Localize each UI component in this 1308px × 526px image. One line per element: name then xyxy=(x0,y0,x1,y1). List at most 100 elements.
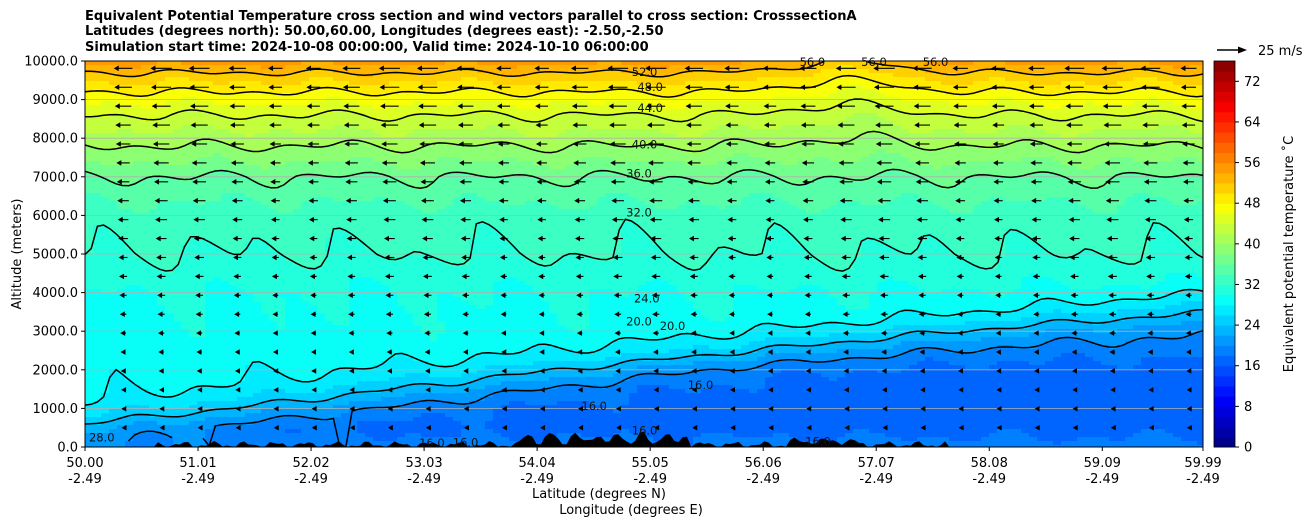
wind-vector-341 xyxy=(955,216,965,223)
wind-vector-305 xyxy=(688,235,699,242)
wind-vector-162 xyxy=(767,330,773,336)
colorbar-band-28 xyxy=(1214,152,1235,164)
wind-vector-104 xyxy=(767,368,773,374)
colorbar-tick-label-7: 56 xyxy=(1244,156,1261,171)
wind-vector-22 xyxy=(958,424,964,431)
wind-vector-32 xyxy=(235,405,241,412)
wind-vector-67 xyxy=(463,387,469,393)
wind-vector-235 xyxy=(233,273,242,280)
wind-vector-289 xyxy=(1184,254,1193,261)
wind-vector-146 xyxy=(157,330,165,336)
wind-vector-13 xyxy=(616,424,622,431)
wind-vector-156 xyxy=(539,330,545,336)
terrain xyxy=(85,431,1203,447)
wind-vector-534 xyxy=(571,84,588,91)
wind-vector-73 xyxy=(691,387,697,393)
wind-vector-35 xyxy=(349,405,355,412)
x-tick-label-lat-4: 54.04 xyxy=(519,456,556,471)
wind-vector-427 xyxy=(915,160,929,166)
colorbar-band-5 xyxy=(1214,386,1235,397)
wind-vector-74 xyxy=(729,387,735,393)
wind-vector-367 xyxy=(839,197,853,204)
colorbar-tick-label-6: 48 xyxy=(1244,197,1261,212)
wind-vector-336 xyxy=(765,216,775,223)
wind-vector-197 xyxy=(995,311,1001,318)
wind-vector-178 xyxy=(272,311,279,318)
x-tick-label-lon-8: -2.49 xyxy=(972,472,1006,487)
wind-vector-184 xyxy=(500,311,507,318)
wind-vector-371 xyxy=(993,197,1003,204)
wind-vector-228 xyxy=(1070,292,1079,299)
wind-vector-95 xyxy=(425,368,431,374)
wind-vector-16 xyxy=(730,424,736,431)
colorbar-band-8 xyxy=(1214,355,1235,367)
wind-vector-227 xyxy=(1032,292,1040,299)
wind-vector-7 xyxy=(387,424,393,431)
wind-vector-331 xyxy=(574,216,585,223)
wind-vector-363 xyxy=(688,197,700,204)
wind-vector-485 xyxy=(914,122,931,128)
wind-vector-272 xyxy=(537,254,546,261)
wind-vector-281 xyxy=(879,254,890,261)
wind-vector-31 xyxy=(197,405,203,412)
wind-vector-173 xyxy=(1185,330,1192,336)
wind-vector-50 xyxy=(920,405,926,412)
colorbar-tick-label-0: 0 xyxy=(1244,441,1252,456)
wind-vector-297 xyxy=(384,235,395,242)
wind-vector-484 xyxy=(875,122,893,128)
wind-vector-424 xyxy=(801,160,815,166)
wind-vector-420 xyxy=(648,160,664,166)
wind-vector-323 xyxy=(270,216,280,223)
wind-vector-578 xyxy=(1140,65,1161,72)
wind-vector-64 xyxy=(349,387,355,393)
wind-vector-18 xyxy=(806,424,812,431)
wind-vector-246 xyxy=(651,273,661,280)
wind-vector-496 xyxy=(229,103,245,109)
contour-label-18: 56.0 xyxy=(923,55,949,69)
wind-vector-270 xyxy=(461,254,470,261)
wind-vector-494 xyxy=(151,103,171,109)
wind-vector-360 xyxy=(574,197,586,204)
wind-vector-33 xyxy=(273,405,279,412)
wind-vector-445 xyxy=(497,141,510,147)
wind-vector-59 xyxy=(159,387,165,393)
contour-labels: 52.048.044.040.036.032.024.020.0 20.016.0… xyxy=(89,55,948,450)
wind-vector-236 xyxy=(271,273,279,280)
wind-vector-292 xyxy=(193,235,205,242)
colorbar-band-18 xyxy=(1214,254,1235,265)
wind-vector-399 xyxy=(954,179,966,185)
wind-vector-182 xyxy=(423,311,431,318)
wind-vector-353 xyxy=(308,197,318,204)
colorbar-band-2 xyxy=(1214,416,1235,428)
wind-vector-474 xyxy=(497,122,510,128)
wind-vector-354 xyxy=(345,197,357,204)
wind-vector-471 xyxy=(380,122,399,128)
wind-vector-298 xyxy=(422,235,433,242)
wind-vector-556 xyxy=(305,65,321,72)
colorbar-band-0 xyxy=(1214,436,1235,448)
chart-title-line-2: Latitudes (degrees north): 50.00,60.00, … xyxy=(85,24,664,39)
wind-vector-320 xyxy=(155,216,168,223)
wind-vector-567 xyxy=(724,65,740,72)
wind-vector-186 xyxy=(576,311,583,318)
wind-vector-180 xyxy=(348,311,355,318)
colorbar-band-37 xyxy=(1214,61,1235,72)
wind-vector-502 xyxy=(457,103,474,109)
wind-vector-153 xyxy=(424,330,431,336)
wind-vector-238 xyxy=(347,273,356,280)
wind-vector-99 xyxy=(577,368,583,374)
wind-vector-504 xyxy=(535,103,549,109)
wind-vector-483 xyxy=(837,122,855,128)
wind-vector-20 xyxy=(882,424,888,431)
wind-vector-539 xyxy=(763,84,777,91)
wind-vector-137 xyxy=(919,349,925,355)
wind-vector-476 xyxy=(572,122,587,128)
wind-vector-549 xyxy=(1141,84,1160,91)
wind-vector-376 xyxy=(1183,197,1194,204)
x-tick-label-lat-2: 52.02 xyxy=(292,456,329,471)
wind-vector-459 xyxy=(1029,141,1043,147)
y-tick-label-0: 0.0 xyxy=(57,441,78,456)
wind-vector-465 xyxy=(152,122,170,128)
wind-vector-425 xyxy=(838,160,854,166)
wind-vector-552 xyxy=(150,65,172,72)
